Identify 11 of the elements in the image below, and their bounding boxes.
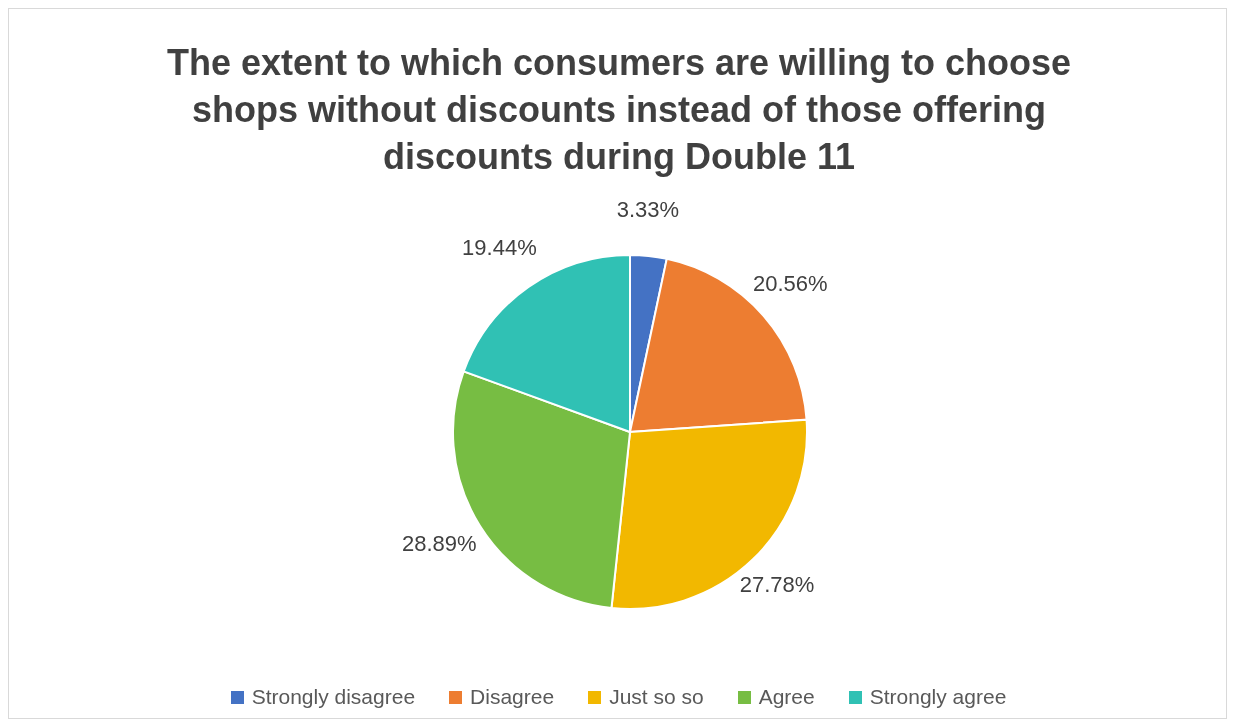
data-label: 20.56% bbox=[752, 270, 828, 296]
data-label: 28.89% bbox=[401, 530, 477, 556]
legend-label: Strongly agree bbox=[869, 685, 1007, 709]
data-label: 27.78% bbox=[739, 572, 815, 598]
chart-title: The extent to which consumers are willing to choose shops without discounts instead of those offering discounts during Double 11 bbox=[165, 41, 1073, 179]
data-label: 19.44% bbox=[462, 235, 537, 261]
legend-label: Just so so bbox=[609, 685, 704, 709]
legend-label: Agree bbox=[758, 685, 815, 709]
legend-label: Strongly disagree bbox=[251, 685, 416, 709]
legend-label: Disagree bbox=[470, 685, 555, 709]
data-label: 3.33% bbox=[616, 196, 680, 222]
